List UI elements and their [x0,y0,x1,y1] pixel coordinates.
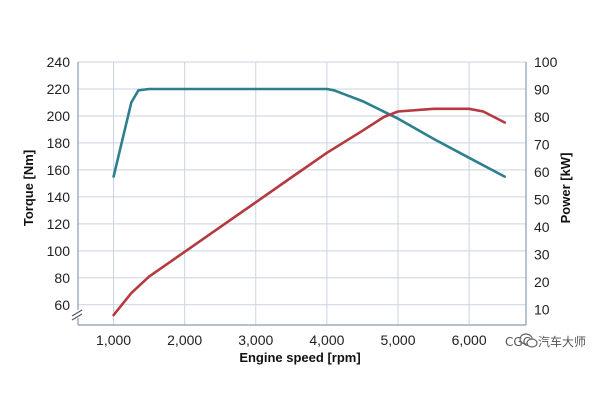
y-left-tick-label: 200 [47,108,71,124]
y-right-tick-label: 90 [534,82,550,98]
y-left-tick-label: 220 [47,81,71,97]
y-left-tick-label: 240 [47,54,71,70]
torque-curve [112,87,507,178]
x-tick-label: 5,000 [380,332,415,348]
watermark-partial-text: CGC [505,335,531,349]
x-tick-label: 2,000 [167,332,202,348]
y-left-tick-label: 140 [47,189,71,205]
y-right-tick-label: 10 [534,302,550,318]
y-right-tick-label: 40 [534,219,550,235]
series-lines [112,87,507,317]
y-right-tick-label: 100 [534,54,558,70]
y-right-tick-label: 60 [534,164,550,180]
y-left-tick-label: 100 [47,243,71,259]
y-axis-right-title: Power [kW] [558,153,573,224]
tick-labels: 60 80 100 120 140 160 180 200 220 240 10 20 30 40 50 60… [47,54,558,348]
axis-break-gap [72,310,84,318]
watermark: CGC 汽车大师 [505,333,586,349]
x-axis-title: Engine speed [rpm] [239,350,360,365]
power-curve [112,107,507,317]
x-tick-label: 4,000 [309,332,344,348]
y-right-tick-label: 70 [534,137,550,153]
axis-break-mark-1 [71,309,83,317]
y-right-tick-label: 80 [534,109,550,125]
y-left-tick-label: 80 [54,270,70,286]
grid [78,61,526,325]
y-right-tick-label: 20 [534,274,550,290]
watermark-text: 汽车大师 [538,334,586,349]
y-left-tick-label: 160 [47,162,71,178]
y-right-tick-label: 30 [534,247,550,263]
y-axis-left-title: Torque [Nm] [21,150,36,226]
y-left-tick-label: 60 [54,297,70,313]
x-tick-label: 3,000 [238,332,273,348]
x-tick-label: 6,000 [452,332,487,348]
y-right-tick-label: 50 [534,192,550,208]
y-left-tick-label: 120 [47,216,71,232]
axis-break-mark-2 [71,313,83,321]
y-left-tick-label: 180 [47,135,71,151]
axes [71,61,527,326]
x-tick-label: 1,000 [96,332,131,348]
wechat-icon [519,333,538,348]
